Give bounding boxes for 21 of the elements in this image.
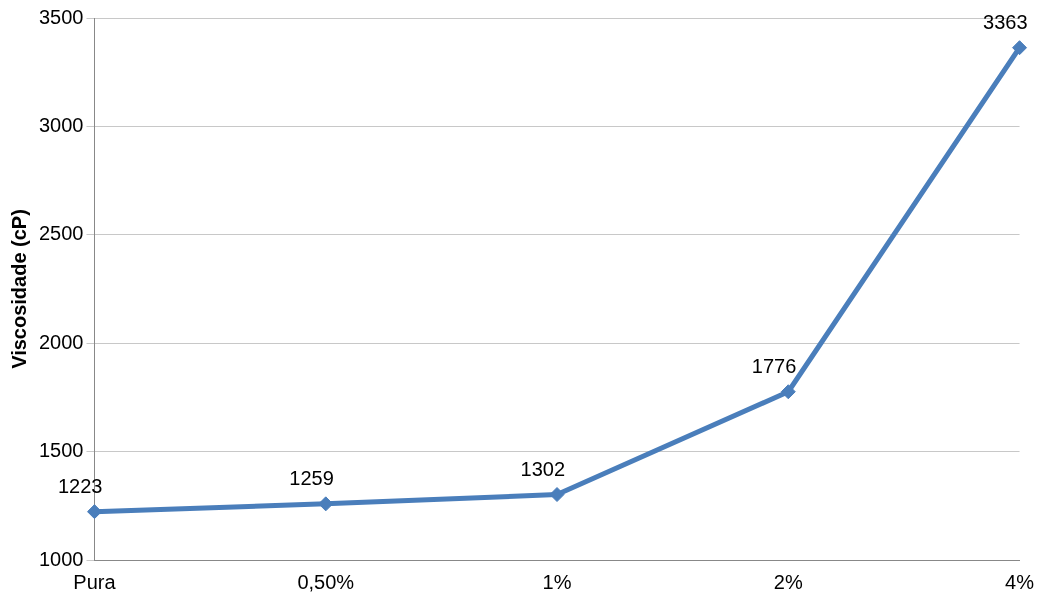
data-label: 1302 bbox=[520, 458, 566, 481]
data-label: 3363 bbox=[983, 11, 1028, 34]
point bbox=[549, 487, 565, 503]
x-tick-label: Pura bbox=[73, 570, 117, 593]
x-tick-label: 2% bbox=[773, 570, 803, 593]
y-tick-label: 2500 bbox=[38, 222, 84, 245]
x-tick-label: 4% bbox=[1005, 570, 1035, 593]
data-label: 1259 bbox=[289, 467, 334, 490]
y-tick-label: 2000 bbox=[38, 330, 84, 353]
y-tick-label: 3000 bbox=[38, 113, 84, 136]
point bbox=[86, 504, 102, 520]
y-tick-label: 1500 bbox=[38, 439, 84, 462]
data-label: 1223 bbox=[57, 475, 103, 498]
point bbox=[780, 384, 796, 400]
y-tick-label: 1000 bbox=[38, 547, 84, 570]
data-label: 1776 bbox=[751, 355, 797, 378]
x-tick-label: 0,50% bbox=[297, 570, 355, 593]
y-axis-title: Viscosidade (cP) bbox=[7, 209, 30, 369]
x-tick-label: 1% bbox=[542, 570, 572, 593]
y-tick-label: 3500 bbox=[38, 5, 84, 28]
point bbox=[1012, 40, 1028, 56]
